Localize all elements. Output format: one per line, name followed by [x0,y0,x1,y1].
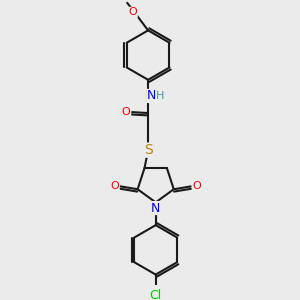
Text: N: N [147,89,157,103]
Text: Cl: Cl [150,289,162,300]
Text: H: H [156,91,165,101]
Text: O: O [128,8,137,17]
Text: N: N [151,202,160,214]
Text: O: O [122,107,130,117]
Text: S: S [144,143,152,157]
Text: O: O [192,182,201,191]
Text: O: O [110,182,119,191]
